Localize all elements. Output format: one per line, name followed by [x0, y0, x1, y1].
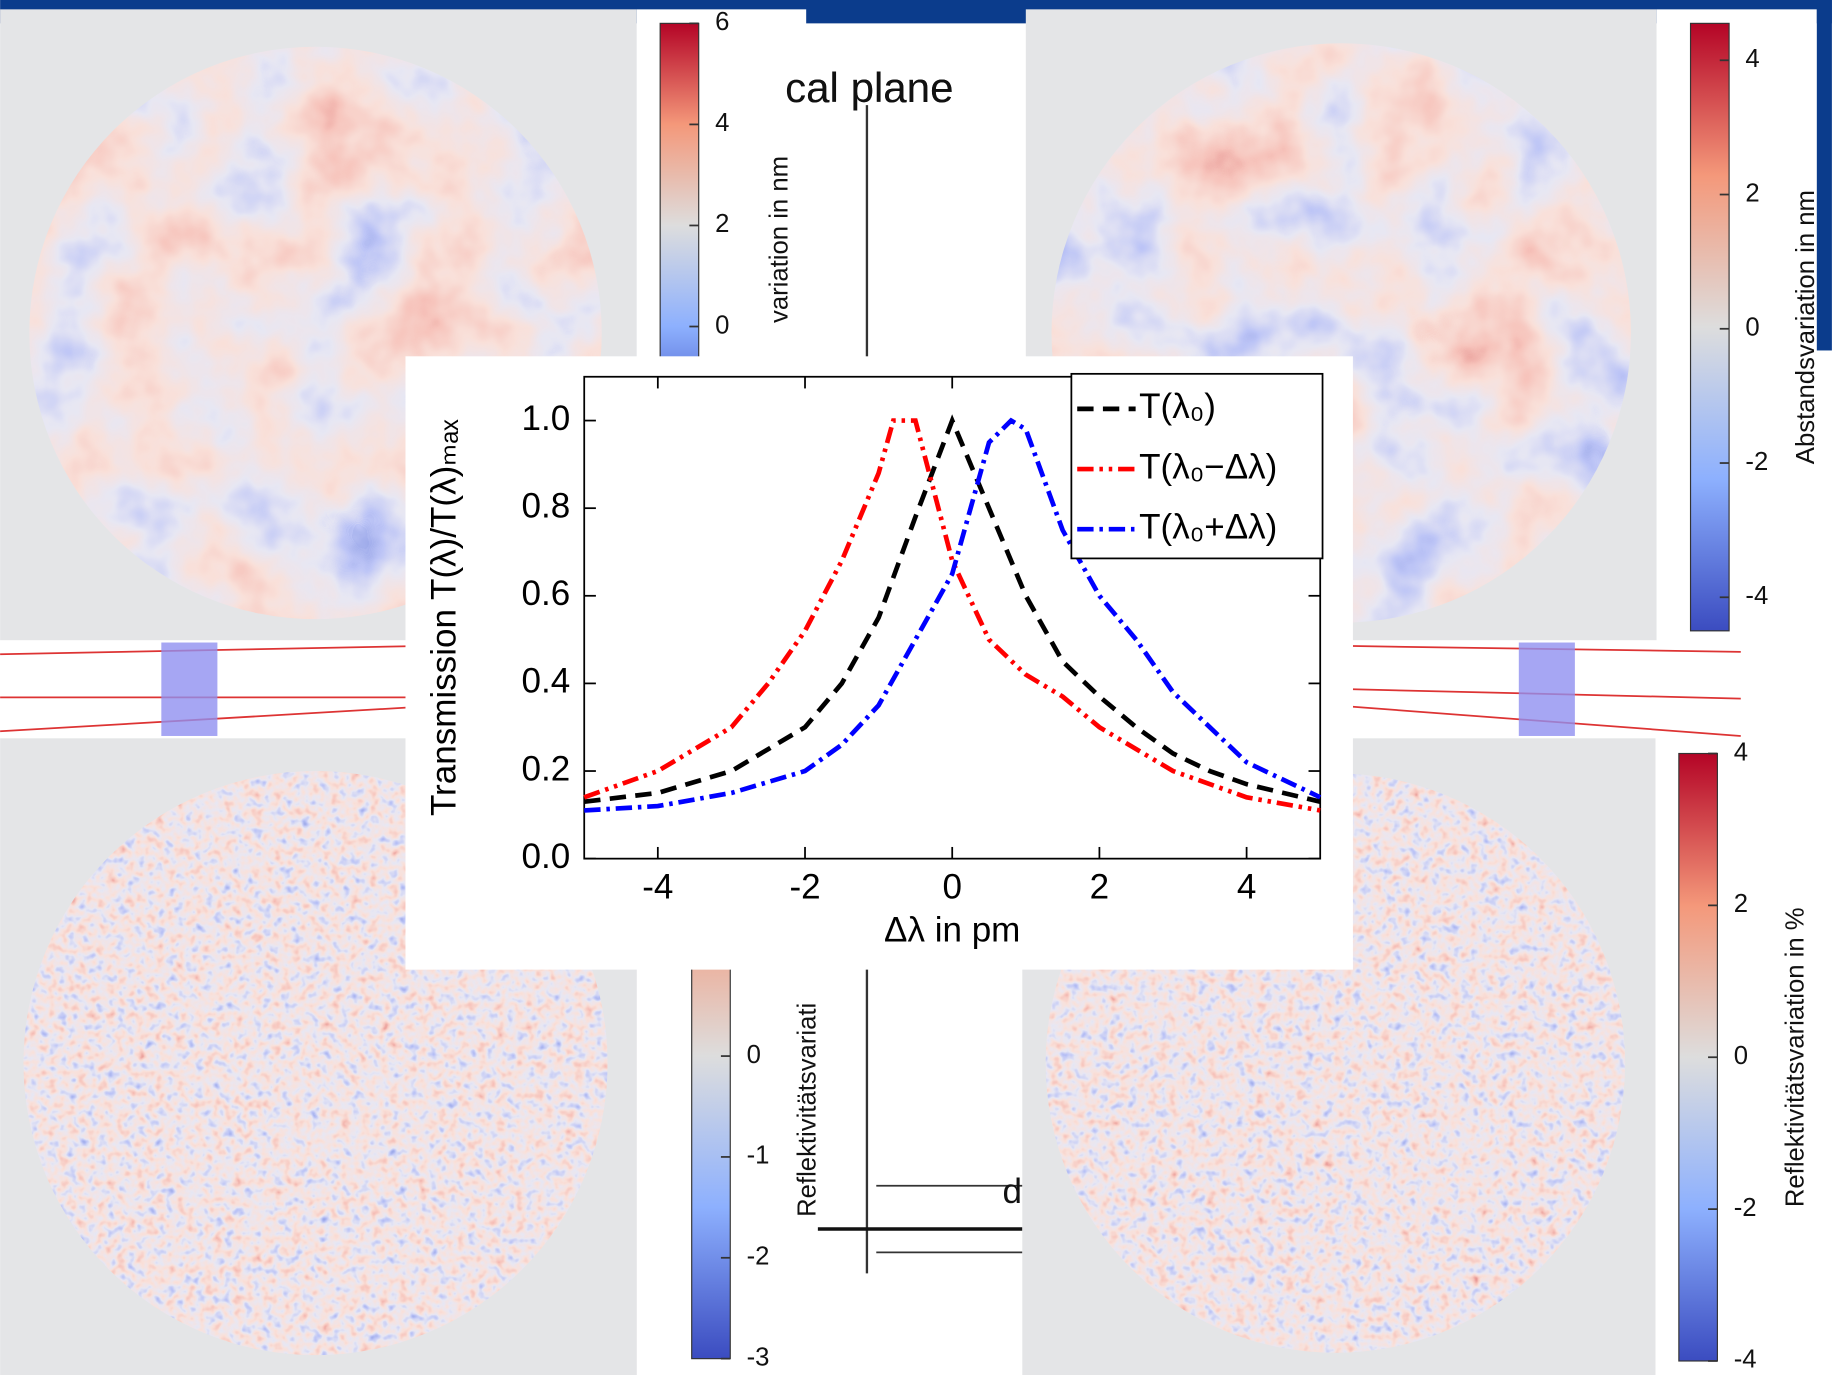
x-tick-label: 2 [1090, 867, 1109, 906]
x-tick-label: 0 [942, 867, 961, 906]
colorbar-tick-label: -4 [1734, 1346, 1757, 1374]
colorbar-tick-label: 0 [1734, 1042, 1748, 1070]
colorbar-tick-label: -1 [747, 1142, 770, 1170]
y-tick-label: 0.8 [522, 486, 571, 525]
optic-element [161, 642, 218, 736]
legend-label: T(λ₀−Δλ) [1139, 447, 1277, 486]
colorbar-tick-label: 2 [1745, 179, 1759, 207]
colorbar-tick-label: -2 [747, 1243, 770, 1271]
legend-label: T(λ₀) [1139, 387, 1216, 426]
diagram-label: d [1002, 1172, 1021, 1211]
y-tick-label: 0.2 [522, 749, 571, 788]
series-line [584, 417, 1322, 813]
colorbar-panel [1656, 9, 1817, 641]
y-tick-label: 1.0 [522, 399, 571, 438]
side-bar [1816, 0, 1832, 351]
y-axis-label: Transmission T(λ)/T(λ)ₘₐₓ [425, 419, 464, 816]
colorbar-tick-label: 4 [1734, 738, 1748, 766]
y-tick-label: 0.6 [522, 574, 571, 613]
colorbar-label: variation in nm [765, 156, 793, 323]
line-chart: 0.0 0.2 0.4 0.6 0.8 1.0 -4 -2 0 2 4 Δλ in pm Transmi… [425, 372, 1324, 949]
series-line [583, 414, 1321, 805]
colorbar-tick-label: -4 [1745, 582, 1768, 610]
optic-element [1518, 642, 1575, 736]
y-tick-label: 0.4 [522, 662, 571, 701]
colorbar-tick-label: -2 [1745, 448, 1768, 476]
colorbar-tick-label: 0 [747, 1041, 761, 1069]
colorbar-tick-label: 6 [715, 8, 729, 36]
colorbar-tick-label: 0 [715, 311, 729, 339]
series-line [583, 418, 1321, 813]
colorbar-tick-label: -3 [747, 1343, 770, 1371]
colorbar-tick-label: -2 [1734, 1194, 1757, 1222]
y-tick-label: 0.0 [522, 837, 571, 876]
colorbar-tick-label: 2 [1734, 890, 1748, 918]
slide-heading: cal plane [785, 64, 953, 111]
x-tick-label: 4 [1237, 867, 1256, 906]
x-tick-label: -4 [642, 867, 673, 906]
x-axis-label: Δλ in pm [884, 910, 1020, 949]
colorbar-tick-label: 2 [715, 210, 729, 238]
colorbar-tick-label: 0 [1745, 314, 1759, 342]
x-tick-label: -2 [789, 867, 820, 906]
legend-label: T(λ₀+Δλ) [1139, 507, 1277, 546]
colorbar-label: Reflektivitätsvariati [793, 1003, 821, 1217]
colorbar-tick-label: 4 [715, 109, 729, 137]
colorbar-label: Reflektivitätsvariation in % [1782, 907, 1810, 1207]
colorbar-tick-label: 4 [1745, 45, 1759, 73]
colorbar-label: Abstandsvariation in nm [1792, 190, 1820, 464]
slide-heading: cal plane [785, 64, 953, 111]
colorbar [1689, 22, 1730, 632]
